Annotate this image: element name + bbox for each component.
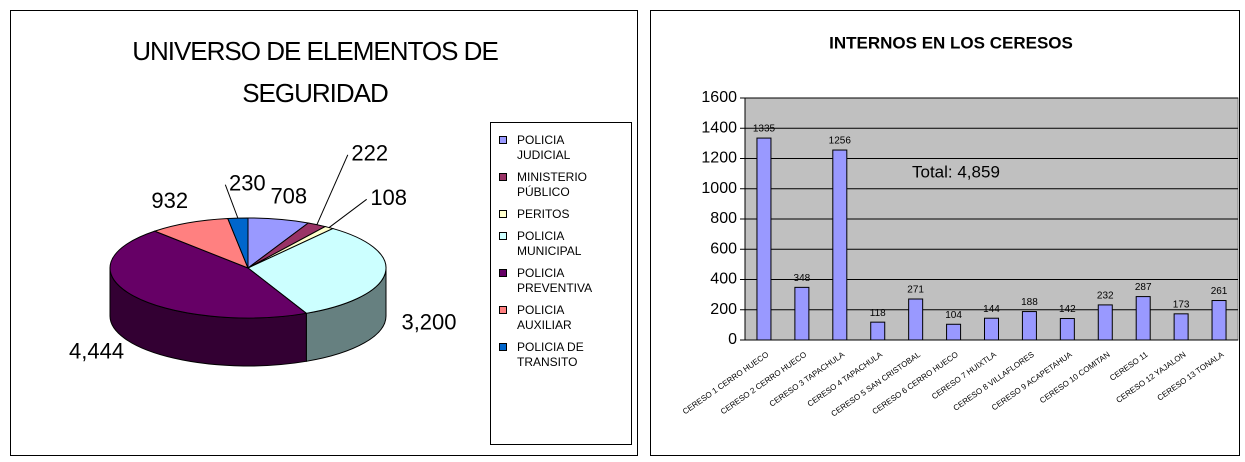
legend-label: POLICIA PREVENTIVA bbox=[517, 266, 593, 295]
legend-label: POLICIA JUDICIAL bbox=[517, 133, 571, 162]
leader-line bbox=[328, 198, 367, 228]
y-tick-label: 0 bbox=[728, 331, 737, 348]
legend: POLICIA JUDICIAL MINISTERIO PÚBLICO PERITO… bbox=[490, 122, 632, 445]
legend-swatch bbox=[499, 210, 507, 218]
bar bbox=[946, 323, 962, 341]
x-tick-label: CERESO 10 COMITAN bbox=[1038, 350, 1112, 405]
legend-label: MINISTERIO PÚBLICO bbox=[517, 170, 588, 199]
bar bbox=[984, 317, 999, 341]
legend-swatch bbox=[499, 232, 507, 240]
value-label: 1256 bbox=[829, 136, 852, 147]
bar-panel bbox=[650, 10, 1240, 456]
pie-panel bbox=[10, 10, 638, 456]
value-label: 118 bbox=[870, 308, 886, 319]
bar bbox=[1211, 300, 1227, 341]
bar bbox=[1097, 304, 1113, 341]
value-label: 287 bbox=[1135, 282, 1152, 293]
legend-item: POLICIA MUNICIPAL bbox=[499, 229, 631, 259]
legend-label: POLICIA DE TRANSITO bbox=[517, 340, 584, 369]
pie-title: UNIVERSO DE ELEMENTOS DE SEGURIDAD bbox=[132, 36, 499, 108]
pie-label: 4,444 bbox=[69, 338, 124, 363]
legend-item: POLICIA JUDICIAL bbox=[499, 133, 631, 163]
value-label: 261 bbox=[1211, 286, 1228, 297]
legend-label: PERITOS bbox=[517, 207, 570, 221]
legend-item: POLICIA DE TRANSITO bbox=[499, 340, 631, 370]
bar bbox=[794, 286, 810, 341]
pie-slice bbox=[227, 217, 249, 269]
value-label: 144 bbox=[983, 304, 1000, 315]
legend-label: POLICIA MUNICIPAL bbox=[517, 229, 582, 258]
value-label: 232 bbox=[1097, 291, 1114, 302]
value-label: 188 bbox=[1021, 297, 1038, 308]
x-tick-label: CERESO 12 YAJALON bbox=[1114, 350, 1187, 405]
pie-label: 3,200 bbox=[401, 309, 456, 334]
pie-slice bbox=[153, 218, 249, 269]
y-tick-label: 400 bbox=[710, 271, 737, 288]
leader-line bbox=[224, 184, 239, 219]
legend-swatch bbox=[499, 136, 507, 144]
bar bbox=[832, 149, 848, 341]
pie-label: 230 bbox=[229, 171, 266, 196]
legend-swatch bbox=[499, 343, 507, 351]
x-tick-label: CERESO 13 TONALA bbox=[1156, 350, 1226, 403]
bar bbox=[1059, 318, 1075, 341]
value-label: 173 bbox=[1173, 299, 1190, 310]
x-tick-label: CERESO 7 HUIXTLA bbox=[930, 350, 998, 402]
annotation: Total: 4,859 bbox=[912, 162, 1000, 181]
value-label: 348 bbox=[794, 273, 811, 284]
value-label: 1335 bbox=[753, 124, 776, 135]
bar bbox=[1021, 311, 1037, 341]
pie-slice bbox=[247, 228, 387, 314]
legend-item: POLICIA AUXILIAR bbox=[499, 303, 631, 333]
y-tick-label: 600 bbox=[710, 240, 737, 257]
chart-title: INTERNOS EN LOS CERESOS bbox=[829, 33, 1073, 52]
y-tick-label: 200 bbox=[710, 301, 737, 318]
bar bbox=[1135, 296, 1151, 341]
legend-item: MINISTERIO PÚBLICO bbox=[499, 170, 631, 200]
legend-item: POLICIA PREVENTIVA bbox=[499, 266, 631, 296]
legend-swatch bbox=[499, 173, 507, 181]
legend-swatch bbox=[499, 306, 507, 314]
pie-label: 708 bbox=[270, 183, 307, 208]
legend-swatch bbox=[499, 269, 507, 277]
legend-item: PERITOS bbox=[499, 207, 631, 222]
y-tick-label: 1600 bbox=[701, 89, 737, 106]
y-tick-label: 1200 bbox=[701, 150, 737, 167]
pie-label: 108 bbox=[370, 185, 407, 210]
y-tick-label: 1400 bbox=[701, 119, 737, 136]
value-label: 104 bbox=[945, 310, 962, 321]
value-label: 271 bbox=[907, 285, 924, 296]
pie-label: 222 bbox=[351, 141, 388, 166]
y-tick-label: 1000 bbox=[701, 180, 737, 197]
leader-line bbox=[316, 154, 349, 225]
bar bbox=[1173, 313, 1189, 341]
pie-label: 932 bbox=[151, 188, 188, 213]
bar bbox=[870, 321, 886, 341]
bar bbox=[756, 137, 772, 341]
value-label: 142 bbox=[1059, 304, 1076, 315]
pie-slice bbox=[109, 230, 308, 319]
y-tick-label: 800 bbox=[710, 210, 737, 227]
bar bbox=[908, 298, 924, 341]
legend-label: POLICIA AUXILIAR bbox=[517, 303, 572, 332]
